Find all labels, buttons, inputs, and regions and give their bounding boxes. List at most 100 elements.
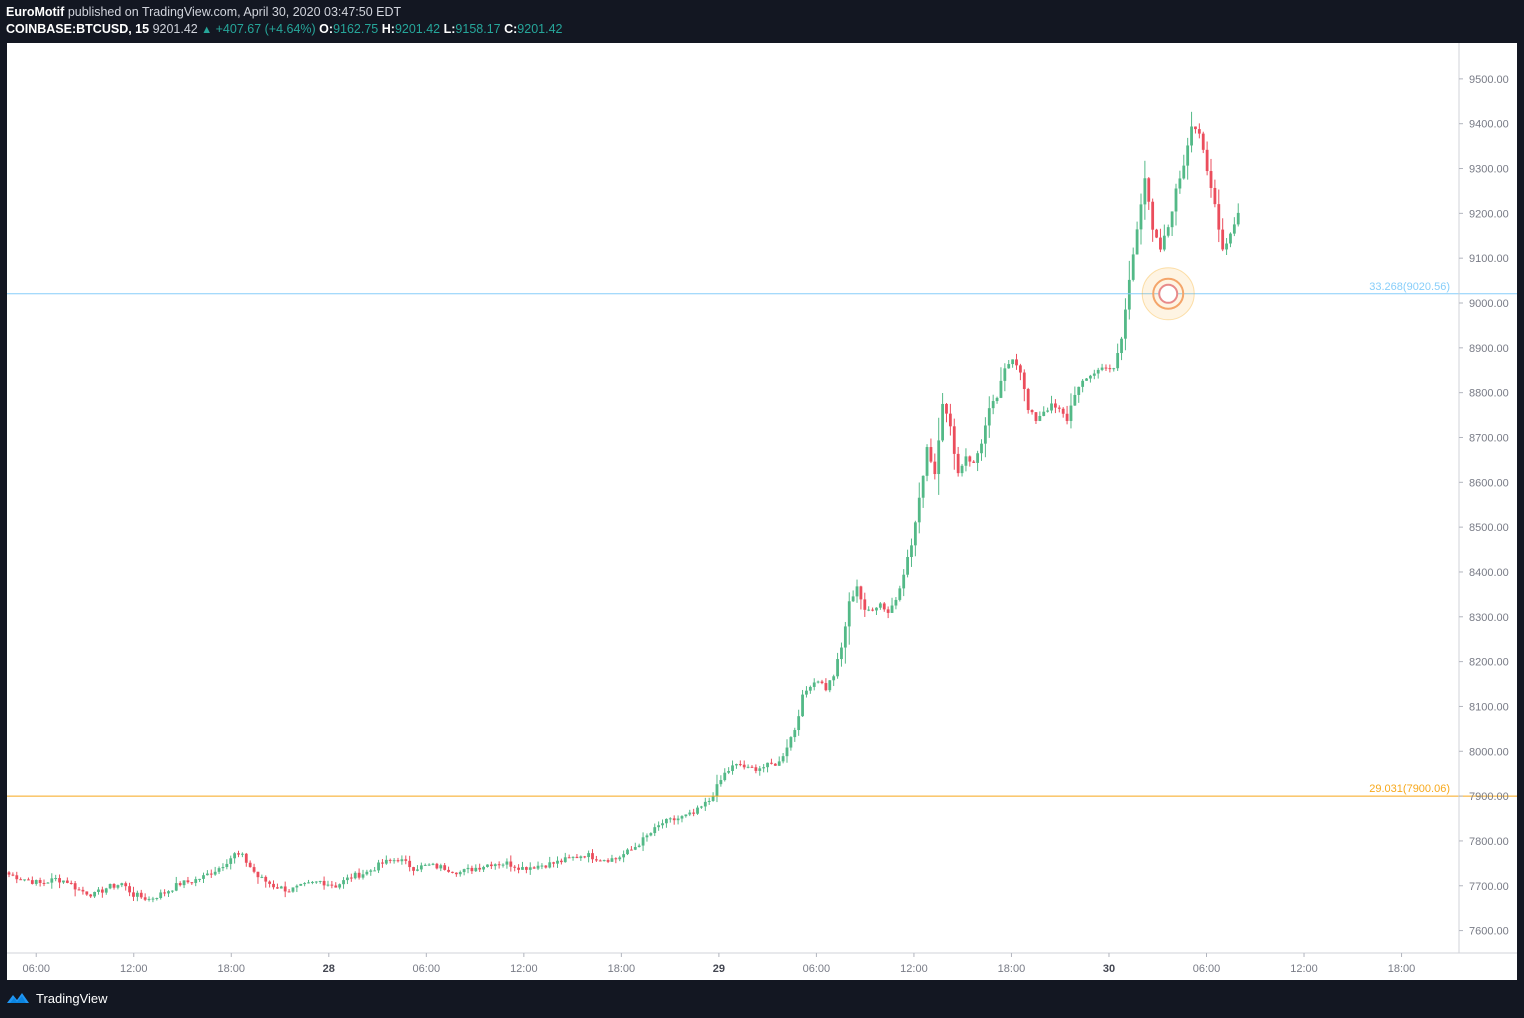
candle-body	[365, 871, 369, 875]
price-tick-label: 7600.00	[1469, 926, 1509, 938]
time-tick-label: 29	[713, 963, 725, 975]
candle-body	[781, 756, 785, 762]
candle-body	[1174, 188, 1178, 212]
candle-body	[805, 690, 808, 695]
candle-body	[27, 879, 30, 881]
candle-body	[237, 853, 240, 855]
candle-body	[913, 522, 917, 546]
candle-body	[972, 461, 976, 463]
price-tick-label: 9400.00	[1469, 119, 1509, 131]
candle-body	[202, 875, 205, 879]
candle-body	[15, 875, 19, 880]
candle-body	[264, 876, 268, 882]
candle-body	[213, 871, 217, 875]
candle-body	[1092, 373, 1096, 376]
candle-body	[1057, 407, 1061, 409]
candle-body	[416, 869, 419, 871]
candle-body	[1112, 368, 1116, 370]
candle-body	[1085, 378, 1088, 381]
author-name[interactable]: EuroMotif	[6, 5, 65, 19]
candle-body	[614, 858, 618, 860]
candle-body	[1205, 149, 1209, 172]
candle-body	[696, 807, 699, 814]
candle-body	[548, 862, 552, 868]
candle-body	[1159, 237, 1162, 250]
candle-body	[85, 891, 89, 895]
candle-body	[937, 440, 941, 475]
symbol-label[interactable]: COINBASE:BTCUSD, 15	[6, 22, 150, 36]
candle-body	[357, 872, 361, 878]
candle-body	[672, 818, 676, 821]
candle-body	[1073, 394, 1077, 406]
high-value: 9201.42	[394, 22, 441, 36]
candle-body	[458, 872, 462, 875]
candle-body	[948, 413, 952, 427]
candle-body	[163, 892, 166, 894]
price-tick-label: 8000.00	[1469, 746, 1509, 758]
candle-body	[878, 603, 882, 608]
candle-body	[505, 861, 509, 865]
candle-body	[1170, 211, 1174, 228]
candle-body	[1151, 201, 1155, 230]
candle-body	[645, 835, 649, 838]
candle-body	[649, 833, 653, 836]
candle-body	[976, 453, 980, 463]
candle-body	[108, 884, 112, 889]
candle-body	[1120, 338, 1123, 354]
candle-body	[143, 897, 147, 900]
candle-body	[470, 867, 474, 872]
candle-body	[311, 881, 314, 883]
candle-body	[167, 891, 170, 894]
candle-body	[980, 443, 983, 454]
candle-body	[591, 853, 594, 860]
candle-body	[435, 863, 439, 869]
candle-body	[225, 863, 229, 868]
candle-body	[361, 874, 365, 878]
open-value: 9162.75	[333, 22, 379, 36]
candle-body	[58, 878, 61, 883]
tradingview-logo-icon[interactable]	[6, 990, 30, 1006]
time-tick-label: 18:00	[608, 963, 636, 975]
candle-body	[987, 408, 991, 426]
candle-body	[252, 867, 256, 872]
candle-body	[583, 856, 587, 858]
candle-body	[1038, 415, 1042, 421]
candle-body	[933, 461, 937, 475]
tradingview-brand[interactable]: TradingView	[36, 990, 108, 1006]
candle-body	[1046, 410, 1050, 412]
candle-body	[478, 867, 482, 870]
candle-body	[754, 767, 758, 771]
candle-body	[1162, 235, 1166, 250]
candle-body	[482, 866, 485, 870]
candle-body	[135, 892, 139, 897]
candle-body	[556, 860, 559, 864]
candle-body	[194, 879, 198, 883]
candle-body	[299, 883, 303, 886]
candle-body	[1143, 178, 1147, 205]
price-tick-label: 9300.00	[1469, 164, 1509, 176]
candle-body	[587, 853, 591, 858]
candle-body	[513, 866, 517, 868]
candle-body	[369, 870, 373, 872]
axes-layer: 9500.00 9400.00 9300.00 9200.00 9100.00 9000.…	[7, 43, 1517, 975]
candle-body	[501, 864, 505, 866]
candle-body	[1155, 229, 1158, 238]
candle-body	[233, 853, 237, 859]
candle-body	[676, 818, 680, 821]
candle-body	[559, 860, 563, 863]
candlestick-chart[interactable]: 33.268(9020.56) 29.031(7900.06) 9500.00 94…	[7, 43, 1517, 980]
candle-body	[1042, 411, 1046, 416]
candle-body	[863, 599, 867, 610]
candle-body	[855, 586, 859, 597]
candle-body	[279, 886, 283, 889]
candle-body	[132, 892, 135, 897]
candle-body	[735, 764, 738, 766]
candle-body	[338, 884, 342, 888]
candle-body	[423, 864, 427, 866]
candle-body	[205, 873, 209, 876]
candle-body	[19, 879, 23, 881]
candle-body	[283, 886, 287, 892]
low-value: 9158.17	[455, 22, 501, 36]
candle-body	[941, 403, 944, 441]
chart-area[interactable]: 33.268(9020.56) 29.031(7900.06) 9500.00 94…	[7, 43, 1517, 980]
